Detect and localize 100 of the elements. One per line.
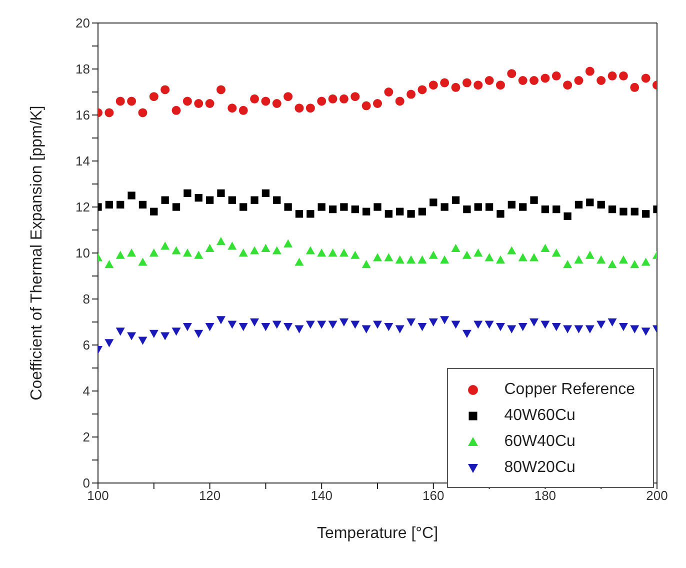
point xyxy=(630,208,638,216)
point xyxy=(507,246,516,254)
point xyxy=(462,250,472,259)
point xyxy=(518,323,528,332)
point xyxy=(182,248,192,257)
point xyxy=(418,85,427,94)
legend-label: 60W40Cu xyxy=(504,433,576,451)
point xyxy=(149,92,158,102)
point xyxy=(127,248,136,257)
point xyxy=(496,210,504,218)
point xyxy=(127,96,136,106)
point xyxy=(160,85,170,94)
legend-label: 40W60Cu xyxy=(504,407,576,425)
point xyxy=(284,239,293,248)
point xyxy=(339,318,348,326)
point xyxy=(284,323,293,332)
y-tick-label: 4 xyxy=(82,384,90,399)
x-tick-label: 200 xyxy=(646,488,668,504)
point xyxy=(406,90,416,99)
point xyxy=(216,237,226,246)
y-tick-label: 12 xyxy=(76,200,90,215)
point xyxy=(530,76,539,85)
point xyxy=(138,108,148,118)
point xyxy=(585,66,594,76)
point xyxy=(474,320,483,329)
point xyxy=(161,196,169,204)
point xyxy=(618,71,628,80)
point xyxy=(574,255,584,264)
point xyxy=(194,330,204,338)
point xyxy=(496,323,505,332)
point xyxy=(630,260,640,268)
point xyxy=(395,325,404,334)
point xyxy=(484,253,494,262)
point xyxy=(384,253,394,262)
point xyxy=(228,196,236,204)
point xyxy=(105,200,114,209)
point xyxy=(496,80,505,90)
point xyxy=(563,80,572,90)
point xyxy=(608,260,617,268)
point xyxy=(250,94,260,104)
point xyxy=(618,323,628,332)
point xyxy=(440,316,450,324)
point xyxy=(104,260,114,268)
point xyxy=(484,320,494,329)
point xyxy=(238,248,248,257)
point xyxy=(620,208,628,216)
point xyxy=(374,203,382,211)
point xyxy=(306,210,314,218)
y-tick-label: 18 xyxy=(76,62,90,77)
point xyxy=(228,104,237,113)
y-tick-label: 6 xyxy=(82,338,90,353)
point xyxy=(182,323,192,332)
point xyxy=(373,253,382,262)
point xyxy=(428,80,438,90)
point xyxy=(496,255,505,264)
point xyxy=(205,99,214,108)
point xyxy=(451,320,460,329)
point xyxy=(116,250,125,259)
point xyxy=(182,96,192,106)
point xyxy=(430,198,438,206)
point xyxy=(138,258,148,266)
point xyxy=(284,203,292,211)
point xyxy=(272,320,282,329)
point xyxy=(261,244,270,252)
point xyxy=(104,339,114,348)
point xyxy=(362,208,370,216)
point xyxy=(552,71,561,80)
legend-label: 80W20Cu xyxy=(504,459,576,477)
x-tick-label: 180 xyxy=(534,488,556,504)
point xyxy=(373,320,382,329)
point xyxy=(596,320,606,329)
point xyxy=(474,248,483,257)
point xyxy=(574,76,584,85)
point xyxy=(294,258,304,266)
point xyxy=(552,323,561,332)
point xyxy=(618,255,628,264)
point xyxy=(530,196,538,204)
point xyxy=(194,194,202,202)
y-tick-label: 20 xyxy=(76,16,90,31)
point xyxy=(194,250,204,259)
point xyxy=(294,325,304,334)
point xyxy=(597,200,605,209)
point xyxy=(552,205,560,214)
point xyxy=(295,210,304,218)
point xyxy=(116,328,125,336)
point xyxy=(630,82,640,92)
point xyxy=(238,323,248,332)
point xyxy=(463,205,471,214)
point xyxy=(586,198,594,206)
point xyxy=(563,325,572,334)
point xyxy=(642,210,650,218)
point xyxy=(350,92,360,102)
point xyxy=(507,325,516,334)
point xyxy=(273,196,281,204)
point xyxy=(541,205,550,214)
point xyxy=(351,205,359,214)
point xyxy=(216,85,226,94)
x-tick-label: 160 xyxy=(422,488,444,504)
y-tick-label: 8 xyxy=(82,292,90,307)
point xyxy=(228,242,237,250)
